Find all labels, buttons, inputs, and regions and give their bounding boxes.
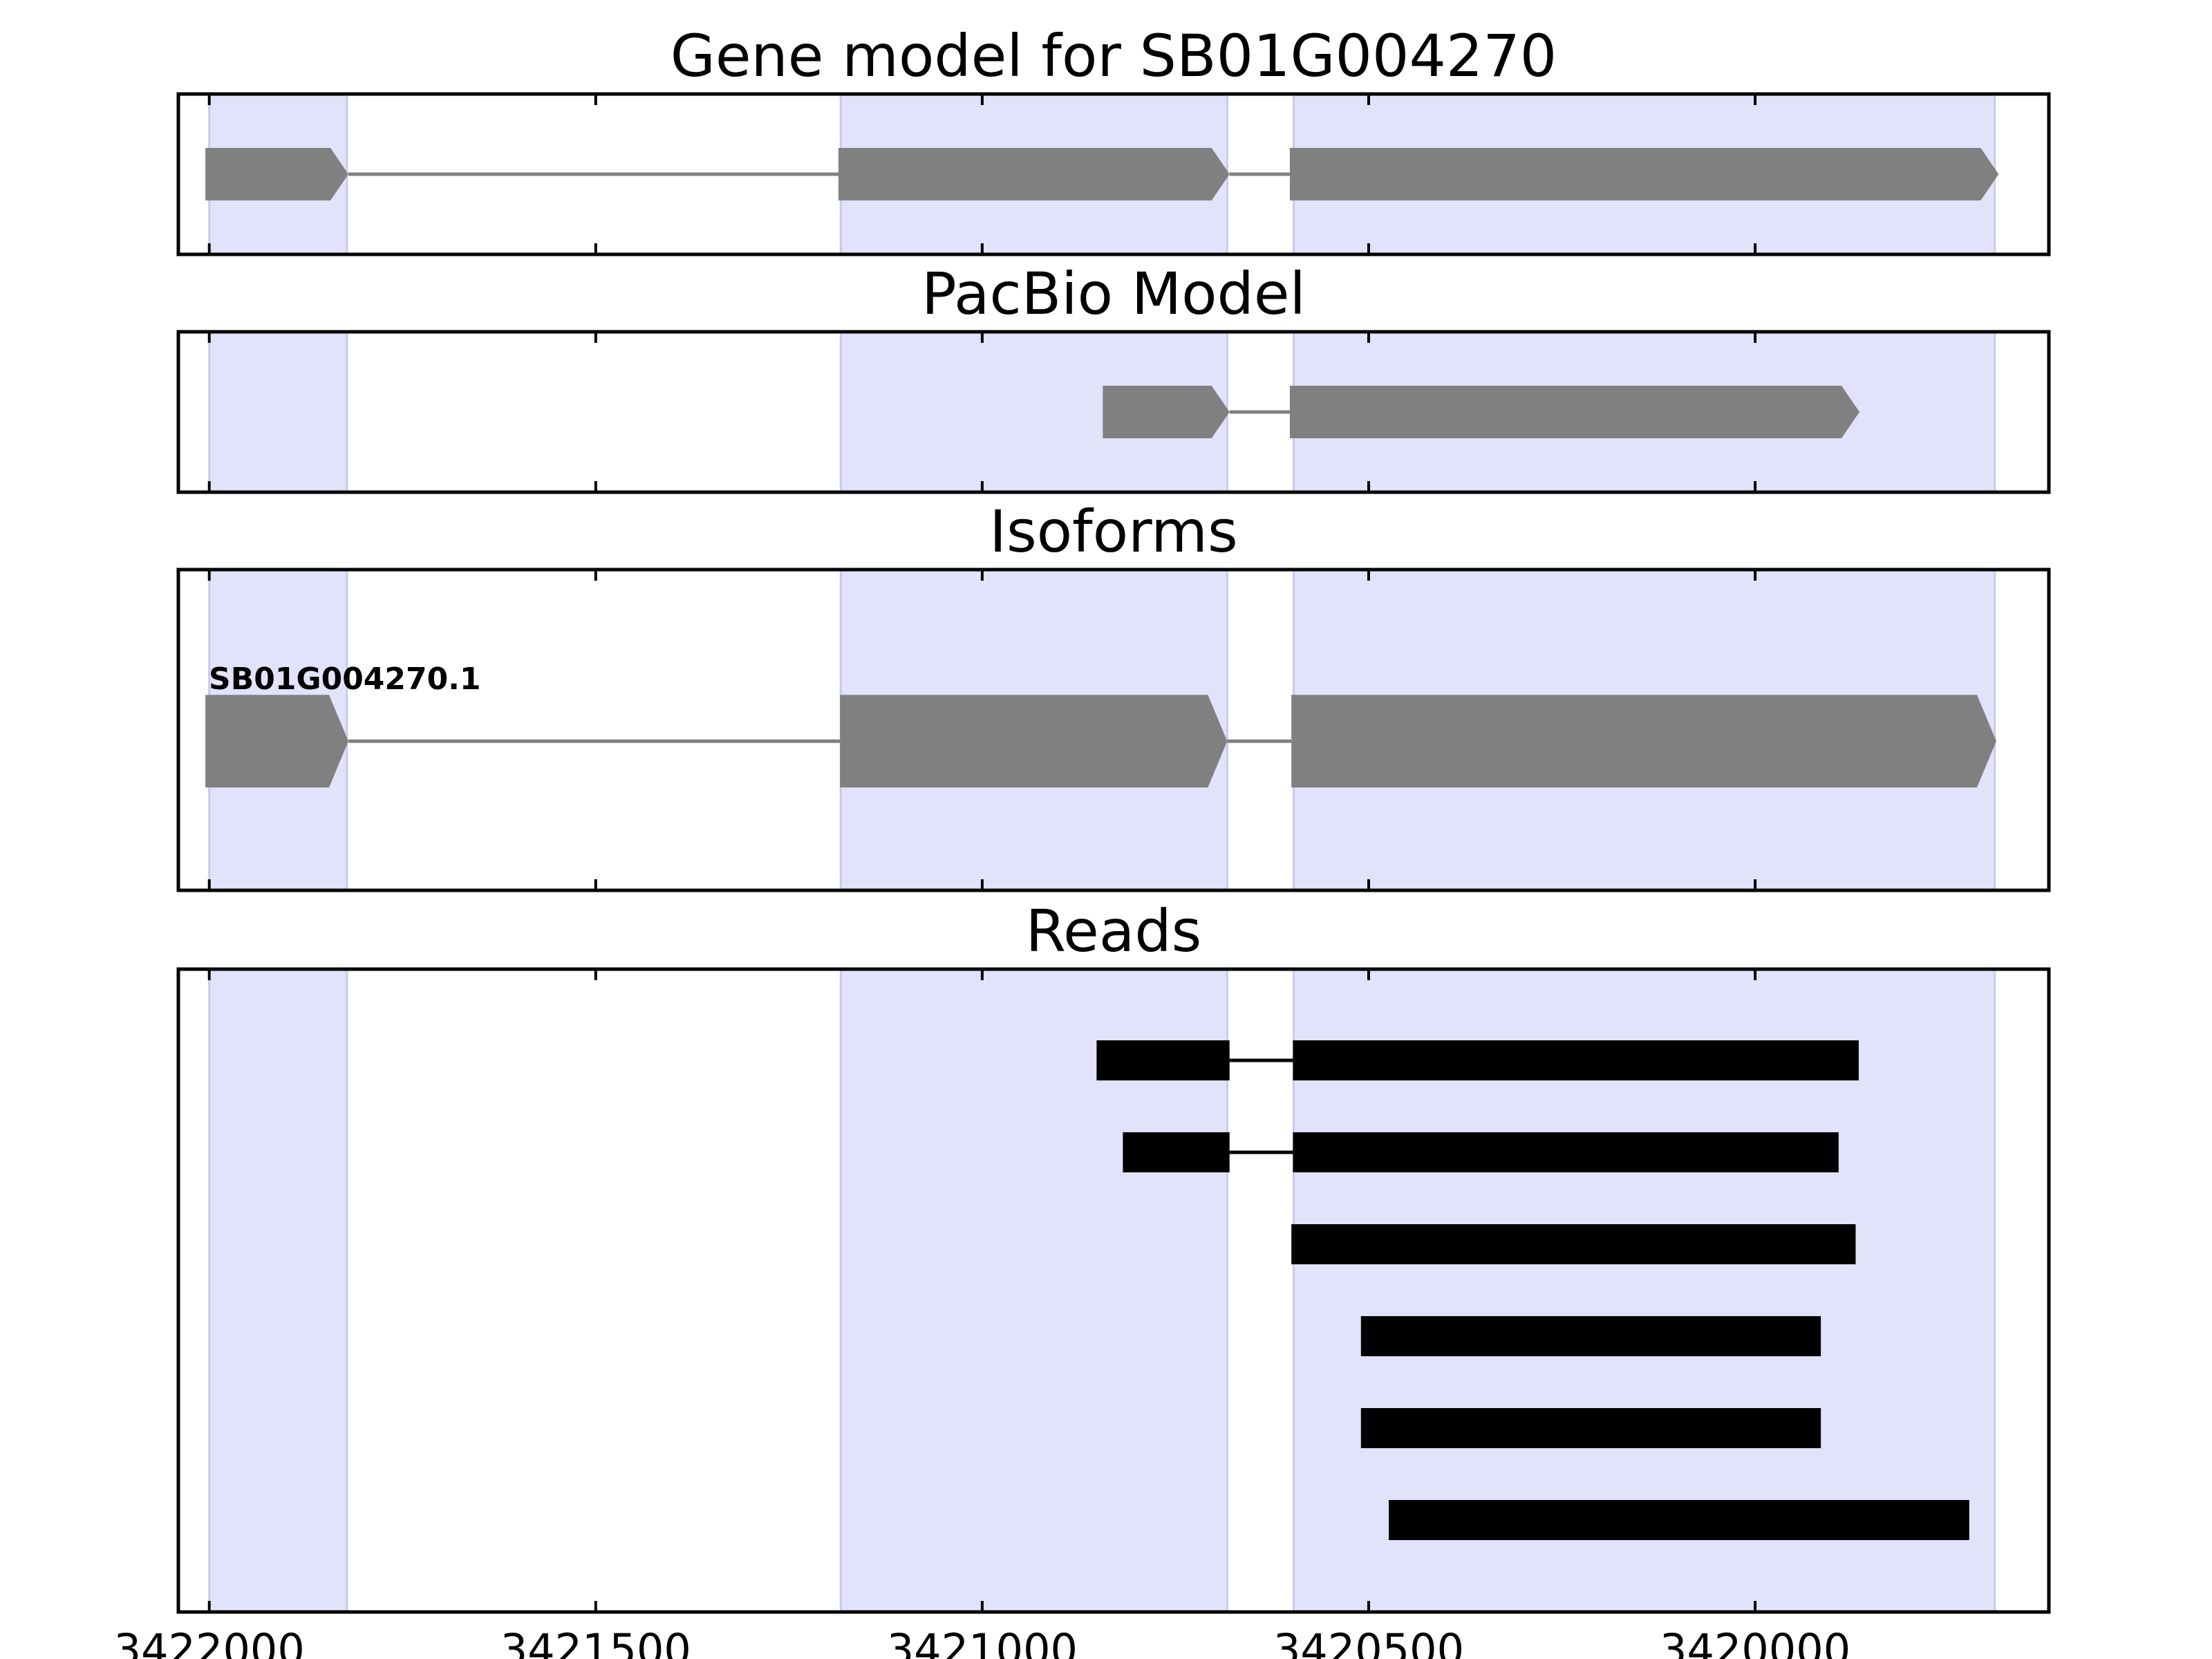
exon-block [1103, 386, 1230, 438]
read-track [1360, 1408, 1821, 1448]
gene-track: SB01G004270.1 [205, 662, 1996, 788]
exon-block [1289, 148, 1999, 200]
read-block [1389, 1500, 1969, 1540]
read-track [1360, 1316, 1821, 1356]
exon-block [205, 695, 348, 788]
read-block [1293, 1040, 1859, 1080]
panel-title: Reads [1026, 897, 1202, 965]
panel-0: Gene model for SB01G004270 [176, 22, 2051, 256]
exon-highlight-band [208, 968, 348, 1613]
read-block [1360, 1408, 1821, 1448]
exon-block [838, 148, 1230, 200]
gene-track [205, 148, 1999, 200]
x-tick-label: 3422000 [114, 1624, 305, 1659]
panel-1: PacBio Model [176, 260, 2051, 494]
isoform-label: SB01G004270.1 [209, 662, 481, 697]
read-track [1291, 1224, 1856, 1264]
axes-frame [176, 967, 2051, 1614]
panel-3: Reads [176, 897, 2051, 1614]
axes-frame [176, 330, 2051, 494]
panel-title: Isoforms [989, 498, 1238, 565]
read-block [1096, 1040, 1230, 1080]
panel-title: Gene model for SB01G004270 [671, 22, 1557, 90]
panels: Gene model for SB01G004270 PacBio Model SB… [114, 22, 2051, 1659]
x-tick-label: 3420500 [1273, 1624, 1464, 1659]
x-tick-label: 3421000 [887, 1624, 1078, 1659]
axes-frame [176, 568, 2051, 892]
exon-block [1289, 386, 1860, 438]
gene-track [1103, 386, 1860, 438]
x-tick-label: 3420000 [1660, 1624, 1850, 1659]
read-track [1096, 1040, 1859, 1080]
exon-block [205, 148, 348, 200]
read-block [1291, 1224, 1856, 1264]
read-block [1360, 1316, 1821, 1356]
x-tick-label: 3421500 [500, 1624, 691, 1659]
axes-frame [176, 92, 2051, 256]
exon-block [1291, 695, 1996, 788]
read-block [1293, 1132, 1839, 1172]
read-track [1123, 1132, 1839, 1172]
exon-highlight-band [208, 330, 348, 494]
panel-title: PacBio Model [921, 260, 1306, 328]
panel-2: SB01G004270.1 Isoforms [176, 498, 2051, 892]
read-track [1389, 1500, 1969, 1540]
read-block [1123, 1132, 1230, 1172]
exon-block [840, 695, 1228, 788]
